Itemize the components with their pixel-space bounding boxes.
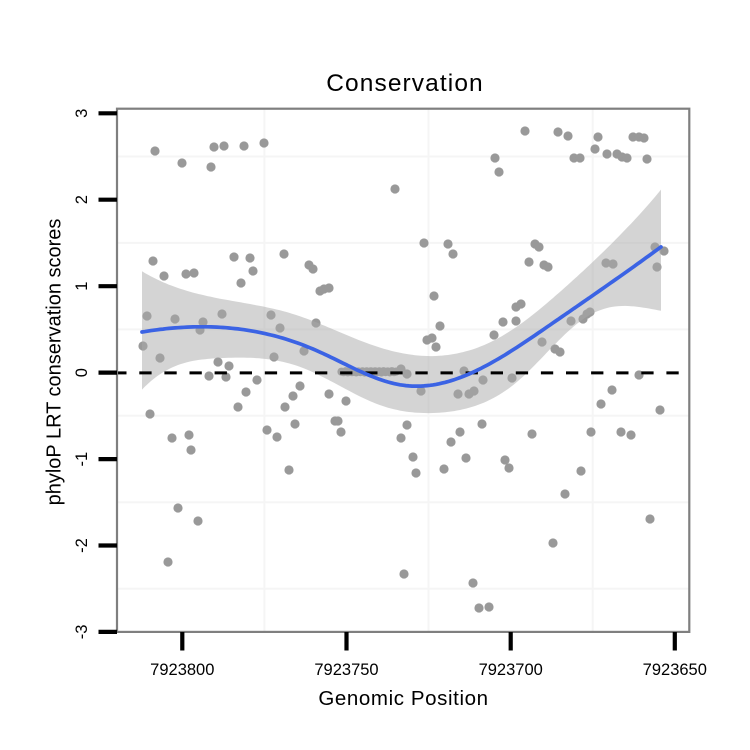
svg-text:7923700: 7923700 bbox=[479, 661, 543, 679]
svg-text:-1: -1 bbox=[73, 452, 91, 467]
svg-text:-2: -2 bbox=[73, 538, 91, 553]
svg-text:phyloP LRT conservation scores: phyloP LRT conservation scores bbox=[44, 219, 66, 506]
svg-text:7923800: 7923800 bbox=[150, 661, 214, 679]
svg-text:3: 3 bbox=[73, 109, 91, 118]
svg-text:7923750: 7923750 bbox=[314, 661, 378, 679]
svg-text:Conservation: Conservation bbox=[326, 70, 484, 97]
svg-text:2: 2 bbox=[73, 195, 91, 204]
svg-text:7923650: 7923650 bbox=[643, 661, 707, 679]
svg-text:-3: -3 bbox=[73, 625, 91, 640]
svg-text:0: 0 bbox=[73, 368, 91, 377]
svg-text:1: 1 bbox=[73, 282, 91, 291]
svg-text:Genomic Position: Genomic Position bbox=[318, 687, 488, 710]
